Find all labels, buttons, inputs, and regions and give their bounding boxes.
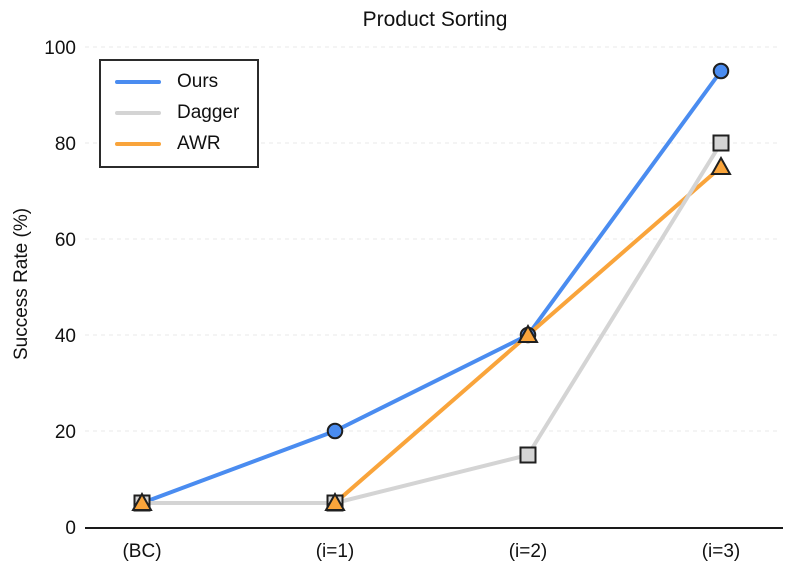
legend-item-awr: AWR <box>115 132 239 155</box>
marker-triangle-awr <box>710 155 732 175</box>
legend-label-awr: AWR <box>177 132 221 154</box>
series-line-dagger <box>140 141 723 505</box>
series-line-ours <box>140 69 723 505</box>
legend-label-dagger: Dagger <box>177 101 240 123</box>
y-tick-label: 60 <box>55 230 76 251</box>
x-tick-label: (i=1) <box>316 541 355 562</box>
y-tick-label: 20 <box>55 422 76 443</box>
marker-triangle-awr <box>131 491 153 511</box>
chart-title: Product Sorting <box>362 8 508 31</box>
x-tick-label: (BC) <box>122 541 161 562</box>
y-tick-label: 100 <box>44 38 76 59</box>
marker-triangle-awr <box>324 491 346 511</box>
legend-label-ours: Ours <box>177 71 219 92</box>
y-tick-label: 80 <box>55 134 76 155</box>
marker-circle-ours <box>326 422 344 440</box>
marker-square-dagger <box>712 134 730 152</box>
y-tick-label: 40 <box>55 326 76 347</box>
legend-swatch-ours <box>115 80 161 85</box>
x-tick-label: (i=2) <box>509 541 548 562</box>
legend-swatch-dagger <box>115 111 161 116</box>
legend: Ours Dagger AWR <box>99 59 260 168</box>
legend-swatch-awr <box>115 142 161 147</box>
legend-item-ours: Ours <box>115 71 239 93</box>
marker-circle-ours <box>712 62 730 80</box>
y-tick-label: 0 <box>65 518 76 539</box>
marker-square-dagger <box>519 446 537 464</box>
x-tick-label: (i=3) <box>702 541 741 562</box>
marker-triangle-awr <box>517 323 539 343</box>
legend-item-dagger: Dagger <box>115 101 240 124</box>
